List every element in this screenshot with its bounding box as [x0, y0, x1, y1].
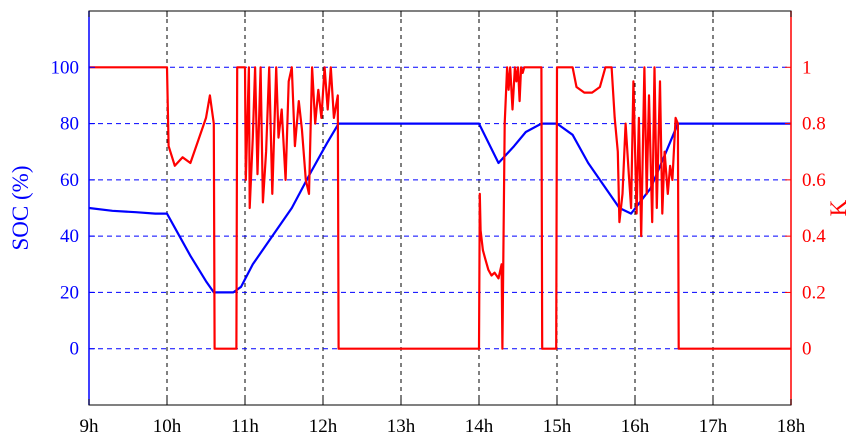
data-series — [88, 66, 791, 350]
x-tick-label-4: 13h — [387, 416, 416, 437]
x-tick-label-5: 14h — [465, 416, 494, 437]
y-left-tick-label-4: 80 — [60, 114, 79, 135]
y-right-tick-label-0: 0 — [802, 339, 812, 360]
y-left-tick-label-2: 40 — [60, 226, 79, 247]
x-tick-label-7: 16h — [621, 416, 650, 437]
y-axis-right-title: K — [826, 199, 851, 216]
x-tick-label-8: 17h — [699, 416, 728, 437]
x-tick-label-3: 12h — [309, 416, 338, 437]
y-axis-left-title: SOC (%) — [8, 166, 33, 251]
x-tick-label-2: 11h — [231, 416, 259, 437]
y-left-tick-label-0: 0 — [70, 339, 80, 360]
y-left-tick-label-3: 60 — [60, 170, 79, 191]
y-right-tick-label-4: 0.8 — [802, 114, 826, 135]
y-left-tick-label-5: 100 — [51, 57, 80, 78]
y-right-tick-label-1: 0.2 — [802, 282, 826, 303]
x-tick-label-0: 9h — [80, 416, 100, 437]
y-right-tick-label-3: 0.6 — [802, 170, 826, 191]
axis-ticks: 9h 10h 11h 12h 13h 14h 15h 16h 17h 18h02040608010… — [51, 11, 826, 437]
y-left-tick-label-1: 20 — [60, 282, 79, 303]
x-tick-label-9: 18h — [777, 416, 806, 437]
y-right-tick-label-2: 0.4 — [802, 226, 826, 247]
plot-area-background — [89, 11, 791, 405]
x-tick-label-1: 10h — [153, 416, 182, 437]
x-tick-label-6: 15h — [543, 416, 572, 437]
y-right-tick-label-5: 1 — [802, 57, 812, 78]
series-line-k — [88, 66, 791, 350]
